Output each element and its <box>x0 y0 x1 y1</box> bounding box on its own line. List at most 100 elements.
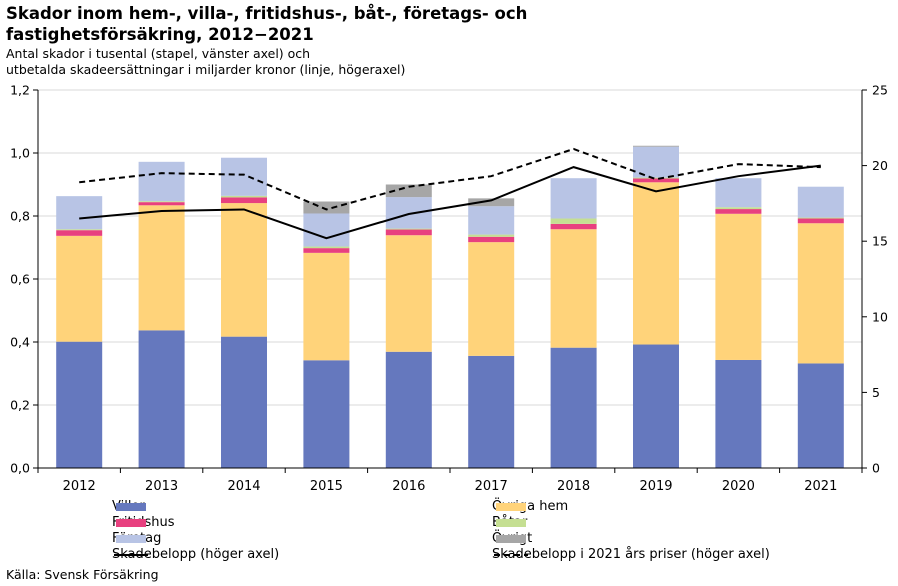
source-note: Källa: Svensk Försäkring <box>6 567 159 582</box>
x-tick-label: 2016 <box>392 479 425 494</box>
y-left-tick-label: 0,2 <box>10 398 30 413</box>
legend-swatch-rect <box>116 519 146 527</box>
bar-segment <box>56 235 103 342</box>
legend-swatch <box>116 519 146 527</box>
bar-segment <box>221 197 267 204</box>
x-tick-label: 2021 <box>804 479 837 494</box>
y-left-tick-label: 0,8 <box>10 209 30 224</box>
legend-item: Skadebelopp i 2021 års priser (höger axe… <box>492 547 770 563</box>
x-tick-label: 2020 <box>722 479 755 494</box>
bar-segment <box>550 218 597 224</box>
bar-segment <box>468 198 515 207</box>
legend-swatch-rect <box>496 519 526 527</box>
bar-segment <box>797 186 844 218</box>
bar-segment <box>138 201 185 203</box>
y-left-tick-label: 1,2 <box>10 83 30 98</box>
bar-segment <box>633 145 679 147</box>
bar-segment <box>303 201 350 214</box>
legend-swatch-rect <box>116 503 146 511</box>
bar-segment <box>715 213 762 360</box>
bar-segment <box>56 341 103 468</box>
bar-segment <box>138 205 185 331</box>
bar-segment <box>221 157 267 196</box>
legend-swatch <box>496 519 526 527</box>
bar-segment <box>797 217 844 219</box>
x-tick-label: 2017 <box>475 479 508 494</box>
y-left-tick-label: 0,6 <box>10 272 30 287</box>
bar-segment <box>468 206 515 235</box>
legend-item: Båtar <box>492 515 527 531</box>
x-tick-label: 2019 <box>639 479 672 494</box>
y-left-tick-label: 0,4 <box>10 335 30 350</box>
bar-segment <box>797 218 844 224</box>
bar-segment <box>385 229 432 236</box>
legend-swatch <box>116 535 146 543</box>
bar-segment <box>138 161 185 202</box>
subtitle-line: utbetalda skadeersättningar i miljarder … <box>6 61 406 77</box>
bar-segment <box>633 182 679 345</box>
bar-segment <box>633 177 679 179</box>
y-right-tick-label: 0 <box>872 461 880 476</box>
bar-segment <box>550 347 597 468</box>
legend-item: Fritidshus <box>112 515 174 531</box>
series-line-real-prices <box>79 147 821 211</box>
bar-segment <box>385 235 432 352</box>
bar-segment <box>221 336 267 468</box>
bar-segment <box>385 184 432 198</box>
legend-swatch <box>116 503 146 511</box>
bar-segment <box>138 202 185 206</box>
bar-segment <box>715 178 762 208</box>
bar-segment <box>385 228 432 230</box>
bar-segment <box>221 195 267 198</box>
legend-item: Skadebelopp (höger axel) <box>112 547 279 563</box>
bar-segment <box>797 223 844 364</box>
y-left-tick-label: 1,0 <box>10 146 30 161</box>
subtitle-line: Antal skador i tusental (stapel, vänster… <box>6 46 311 61</box>
bar-segment <box>385 197 432 229</box>
legend-item: Övriga hem <box>492 499 568 515</box>
legend-item: Företag <box>112 531 161 547</box>
legend-swatch <box>494 554 528 556</box>
x-tick-label: 2015 <box>310 479 343 494</box>
bar-segment <box>468 242 515 356</box>
bar-segment <box>303 246 350 249</box>
bar-segment <box>550 229 597 348</box>
chart-title: Skador inom hem-, villa-, fritidshus-, b… <box>6 4 528 44</box>
y-right-tick-label: 5 <box>872 385 880 400</box>
bar-segment <box>468 355 515 468</box>
bar-segment <box>56 196 103 230</box>
legend-swatch <box>496 535 526 543</box>
bar-segment <box>633 178 679 183</box>
bar-segment <box>56 229 103 231</box>
bar-segment <box>221 203 267 337</box>
y-left-tick-label: 0,0 <box>10 461 30 476</box>
bar-segment <box>303 248 350 253</box>
bar-segment <box>303 213 350 247</box>
bar-segment <box>303 252 350 361</box>
legend-swatch-rect <box>116 535 146 543</box>
y-right-tick-label: 20 <box>872 158 888 173</box>
bar-segment <box>56 230 103 236</box>
legend-item: Övrigt <box>492 531 532 547</box>
legend-label: Skadebelopp i 2021 års priser (höger axe… <box>492 547 770 562</box>
bar-segment <box>468 236 515 243</box>
x-tick-label: 2012 <box>63 479 96 494</box>
x-tick-label: 2014 <box>227 479 260 494</box>
bar-segment <box>303 360 350 468</box>
bar-segment <box>715 359 762 468</box>
bar-segment <box>797 363 844 468</box>
y-right-tick-label: 10 <box>872 309 888 324</box>
bar-segment <box>715 209 762 214</box>
y-right-tick-label: 15 <box>872 234 888 249</box>
bar-segment <box>385 351 432 468</box>
bar-segment <box>715 207 762 210</box>
legend-swatch <box>114 554 148 556</box>
legend-label: Skadebelopp (höger axel) <box>112 547 280 562</box>
bar-segment <box>138 330 185 468</box>
x-tick-label: 2013 <box>145 479 178 494</box>
y-right-tick-label: 25 <box>872 83 888 98</box>
legend-swatch-rect <box>496 503 526 511</box>
series-line-nominal <box>79 164 821 240</box>
bar-segment <box>468 234 515 237</box>
